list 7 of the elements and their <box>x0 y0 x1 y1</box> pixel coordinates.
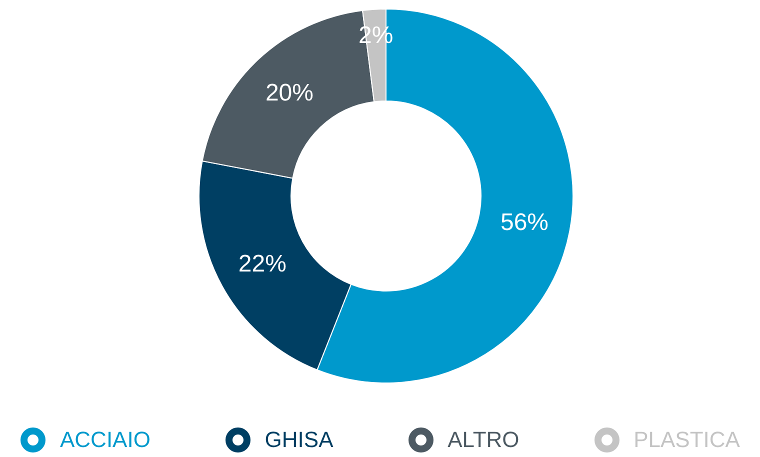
data-label: 20% <box>265 80 314 107</box>
data-label: 56% <box>500 208 549 236</box>
legend-label: ACCIAIO <box>60 427 150 453</box>
legend-label: PLASTICA <box>634 427 740 453</box>
legend-label: GHISA <box>264 427 334 453</box>
data-label: 22% <box>238 250 286 278</box>
legend-label: ALTRO <box>448 427 520 453</box>
